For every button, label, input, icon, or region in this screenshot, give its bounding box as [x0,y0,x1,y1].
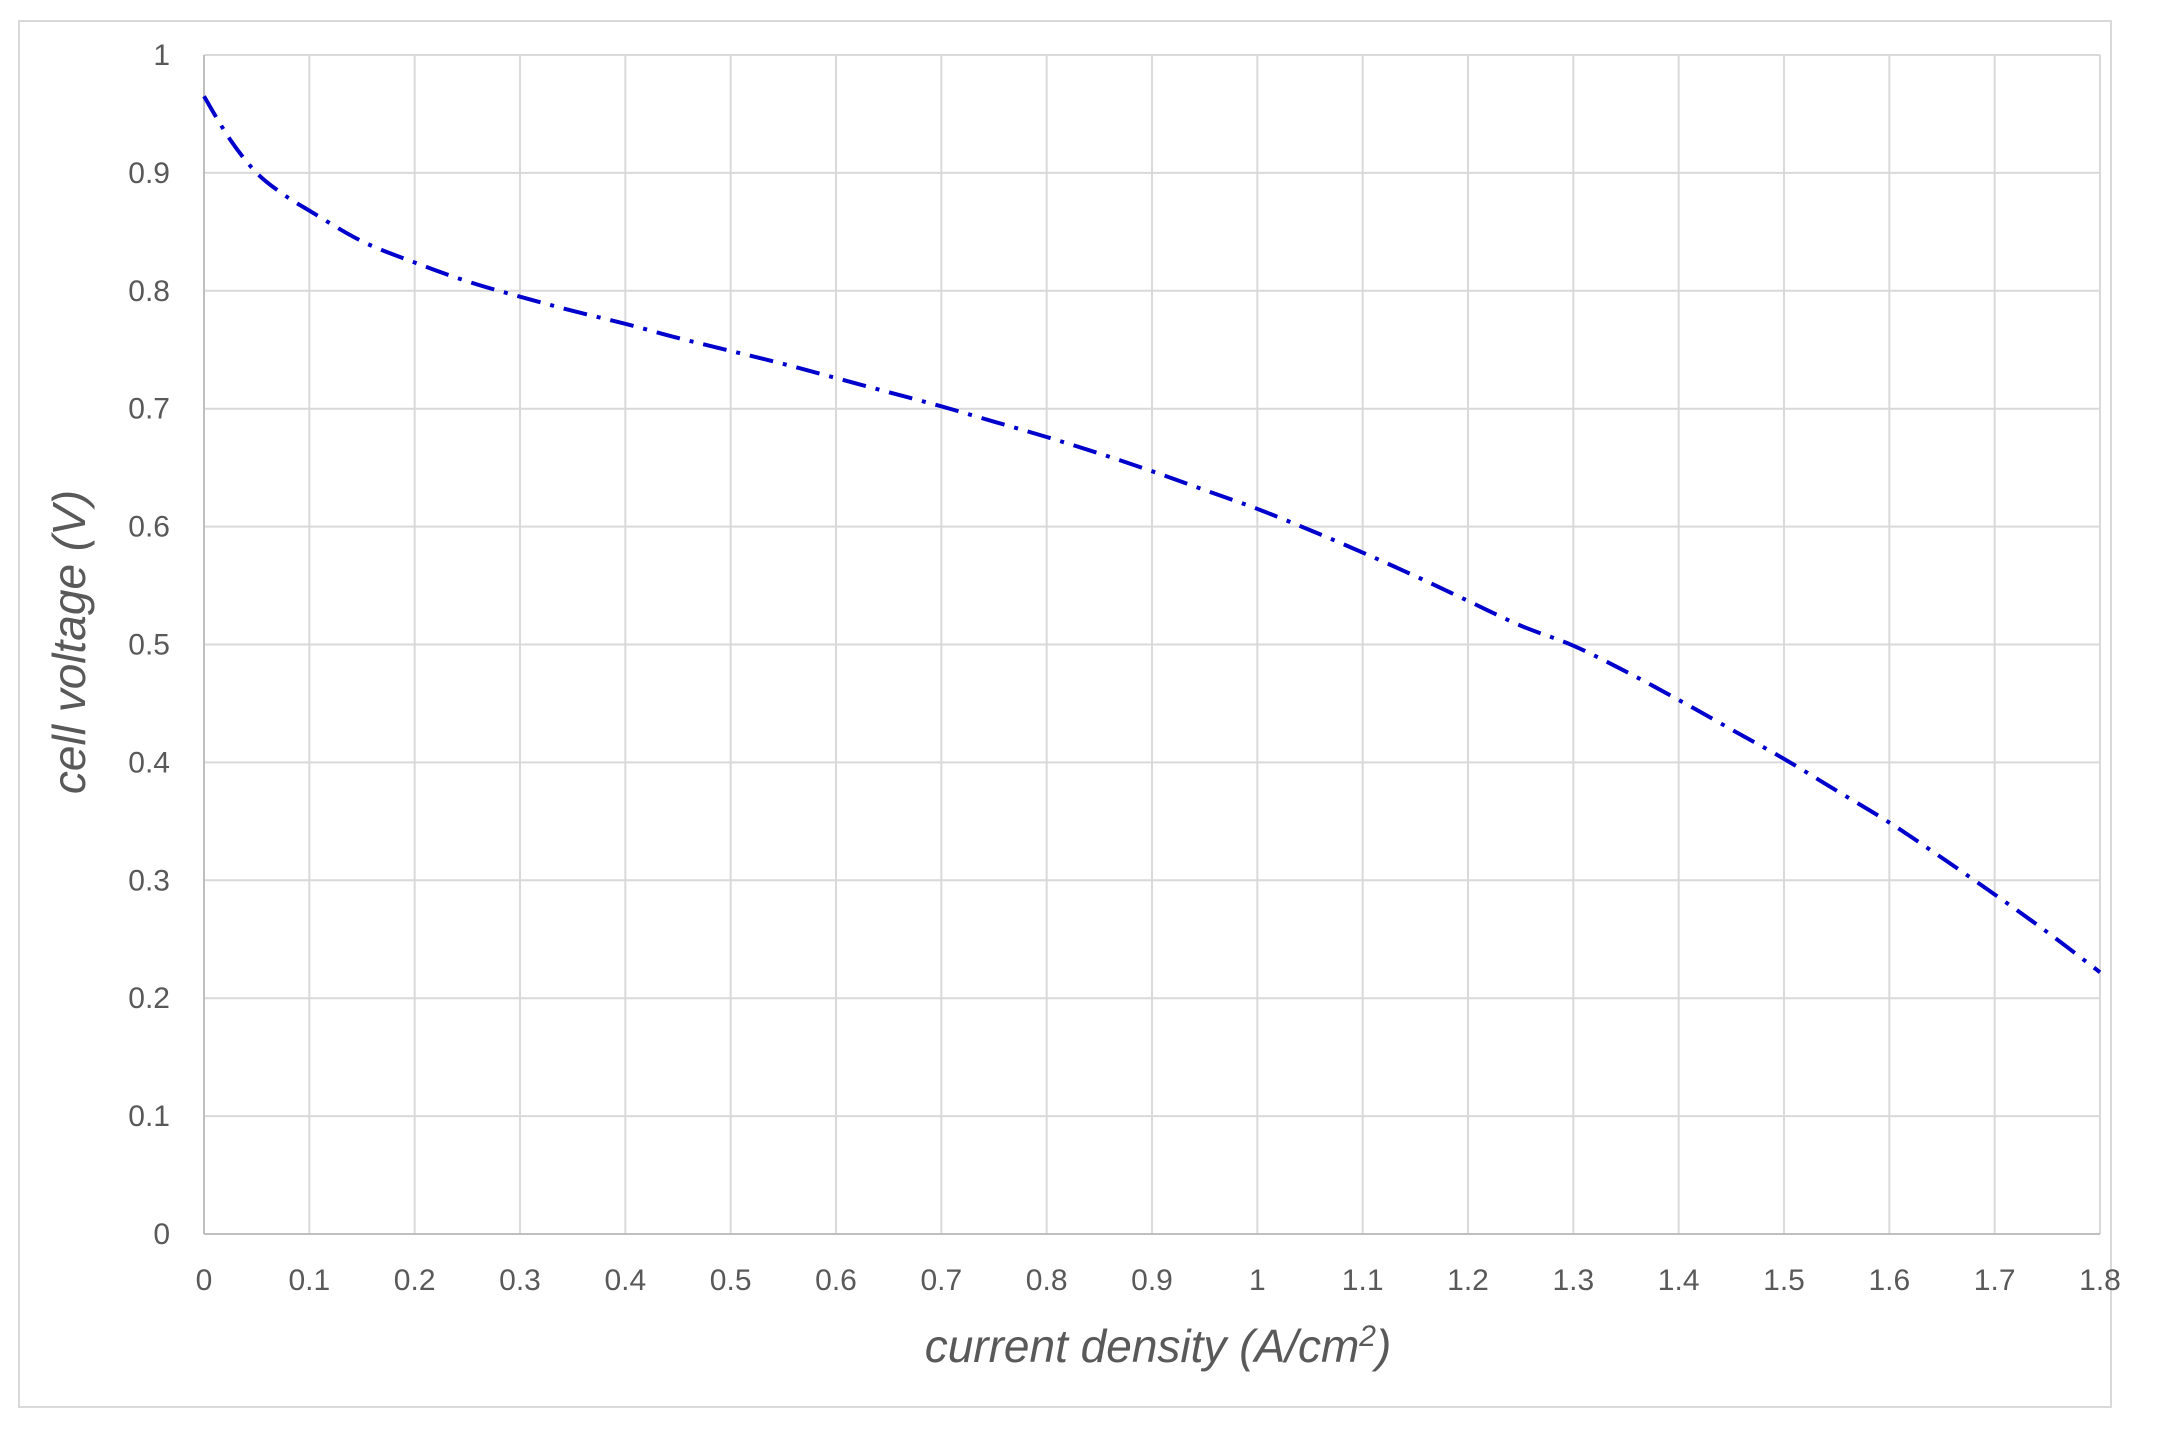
x-tick-label: 1.1 [1342,1264,1384,1297]
x-tick-label: 0.4 [604,1264,646,1297]
y-tick-label: 0.5 [128,629,170,662]
x-tick-label: 1.6 [1868,1264,1910,1297]
x-tick-label: 0.7 [920,1264,962,1297]
y-tick-label: 0.7 [128,393,170,426]
y-tick-label: 0.2 [128,982,170,1015]
x-tick-label: 1 [1249,1264,1266,1297]
grid [204,54,2101,1234]
tick-labels: 0 0.1 0.2 0.3 0.4 0.5 0.6 0.7 0.8 0.9 1 1.1 1.2 1.3 1.… [128,39,2121,1297]
y-tick-label: 0.1 [128,1100,170,1133]
axes [203,55,2100,1235]
x-tick-label: 0.5 [710,1264,752,1297]
x-tick-label: 1.2 [1447,1264,1489,1297]
y-tick-label: 0.9 [128,157,170,190]
y-tick-label: 0 [153,1218,170,1251]
x-tick-label: 0.2 [394,1264,436,1297]
x-tick-label: 0.6 [815,1264,857,1297]
y-tick-label: 0.6 [128,511,170,544]
x-tick-label: 1.8 [2079,1264,2121,1297]
x-tick-label: 1.4 [1658,1264,1700,1297]
x-tick-label: 0.1 [288,1264,330,1297]
series-layer [202,95,2102,974]
x-tick-label: 0 [196,1264,213,1297]
x-tick-label: 0.3 [499,1264,541,1297]
y-tick-label: 1 [153,39,170,72]
x-axis-title-suffix: ) [1371,1320,1391,1372]
x-axis-title: current density (A/cm2) [925,1320,1392,1372]
series-line [202,95,2102,974]
x-tick-label: 0.8 [1026,1264,1068,1297]
x-axis-title-superscript: 2 [1358,1320,1376,1353]
y-axis-title: cell voltage (V) [43,490,95,794]
x-tick-label: 1.7 [1974,1264,2016,1297]
y-tick-label: 0.4 [128,746,170,779]
x-tick-label: 1.5 [1763,1264,1805,1297]
x-tick-label: 1.3 [1552,1264,1594,1297]
x-axis-title-main: current density (A/cm [925,1320,1360,1372]
chart-area [18,20,2112,1408]
x-tick-label: 0.9 [1131,1264,1173,1297]
y-tick-label: 0.8 [128,275,170,308]
y-tick-label: 0.3 [128,864,170,897]
